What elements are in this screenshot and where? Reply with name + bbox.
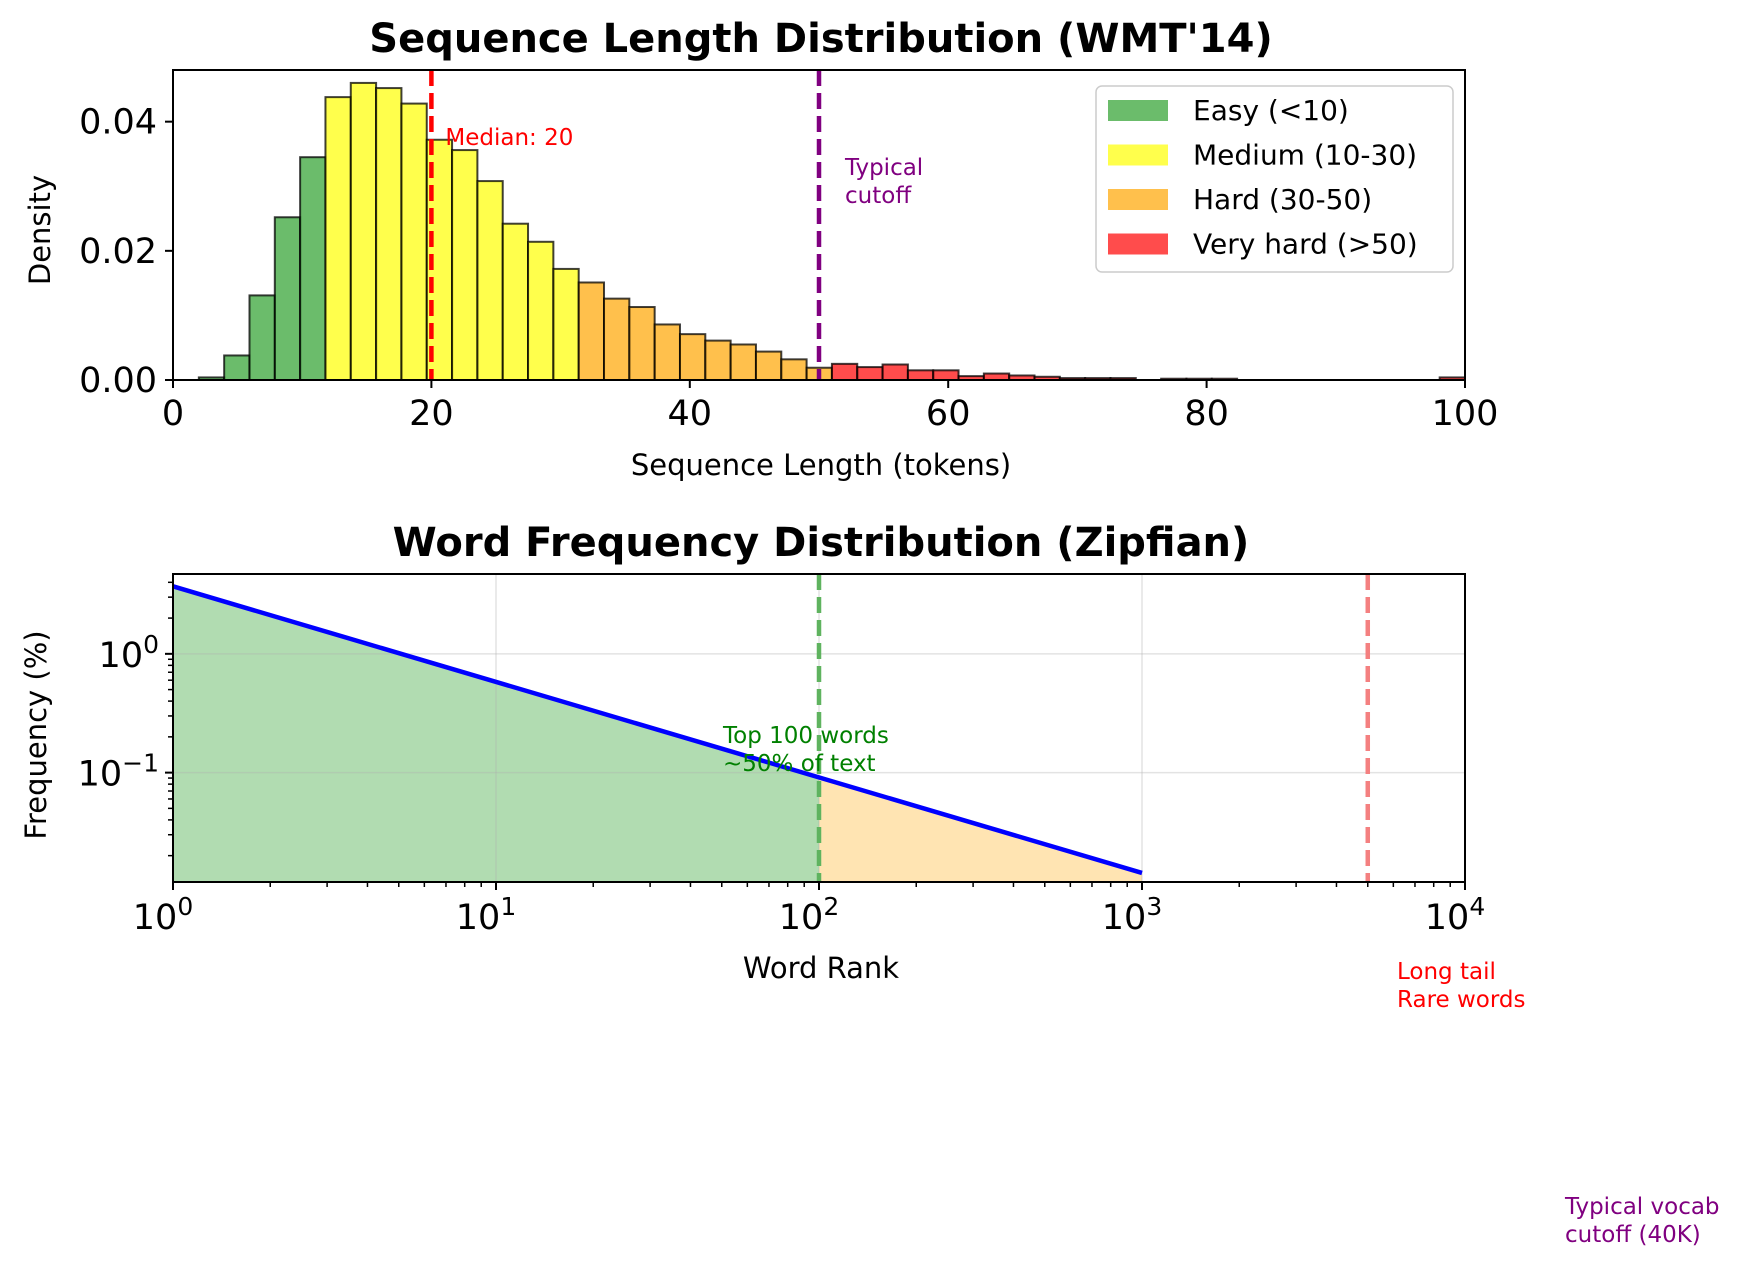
histogram-bar [425,138,454,381]
x-tick-exponent: 4 [1469,892,1485,921]
legend-label: Easy (<10) [1193,94,1349,127]
chart2-series [172,584,1143,876]
histogram-bar [906,369,935,381]
chart2-title: Word Frequency Distribution (Zipfian) [393,520,1250,566]
y-tick-label: 0.02 [79,232,157,272]
histogram-bar [400,102,428,381]
footnote-text: cutoff (40K) [1565,1222,1701,1248]
x-tick-exponent: 1 [500,892,516,921]
legend-frame [1095,85,1454,273]
x-tick-label: 100 [1432,394,1499,434]
x-tick-label: 60 [926,394,971,434]
x-tick-base: 10 [133,898,178,938]
y-tick-label: 0.04 [79,103,157,143]
x-tick-base: 10 [1102,898,1147,938]
histogram-bar [932,369,960,381]
x-tick-label: 0 [162,394,184,434]
histogram-bar [603,297,631,381]
chart2-x-axis-label: Word Rank [743,951,899,985]
x-tick-label: 80 [1184,394,1229,434]
annotation-text: Top 100 words [722,723,889,749]
y-tick-label: 10−1 [78,749,159,795]
annotation-text: Rare words [1397,987,1526,1013]
chart2-reference-lines [816,574,1371,882]
histogram-bar [881,363,909,381]
chart1-title: Sequence Length Distribution (WMT'14) [369,16,1272,62]
word-frequency-chart: Word Frequency Distribution (Zipfian) Wo… [19,520,1720,1248]
zipf-line [172,584,1143,876]
x-tick-label: 104 [1425,892,1485,938]
reference-label: cutoff [845,183,912,209]
x-tick-label: 102 [779,892,839,938]
x-tick-label: 20 [409,394,454,434]
histogram-bar [349,81,378,382]
histogram-bar [704,339,732,381]
histogram-bar [273,216,302,381]
reference-label: Median: 20 [445,125,573,151]
annotation-text: ~50% of text [723,751,876,777]
y-tick-exponent: 0 [143,630,159,659]
x-tick-base: 10 [779,898,824,938]
histogram-bar [501,222,530,381]
y-tick-label: 0.00 [79,361,157,401]
x-tick-exponent: 3 [1146,892,1162,921]
chart1-x-axis-label: Sequence Length (tokens) [631,448,1011,482]
chart1-legend: Easy (<10) Medium (10-30) Hard (30-50) Very… [1095,85,1454,273]
histogram-bar [527,240,555,381]
x-tick-base: 10 [456,898,501,938]
annotation-text: Long tail [1397,959,1496,985]
reference-label: Typical [844,155,923,181]
histogram-bar [324,96,352,381]
chart1-axes: 0 20 40 60 80 100 0.00 0.02 0.04 [79,69,1499,434]
histogram-bar [780,358,808,382]
legend-swatch [1108,100,1168,121]
legend-label: Hard (30-50) [1193,183,1372,216]
y-tick-label: 100 [99,630,159,676]
y-tick-base: 10 [78,755,123,795]
chart1-y-axis-label: Density [23,175,57,285]
histogram-bar [830,362,859,381]
x-tick-exponent: 0 [177,892,193,921]
x-tick-label: 103 [1102,892,1162,938]
legend-swatch [1108,233,1168,255]
histogram-bar [375,87,403,381]
y-tick-base: 10 [99,636,144,676]
x-tick-exponent: 2 [823,892,839,921]
histogram-bar [678,333,707,382]
footnote-text: Typical vocab [1564,1194,1720,1220]
sequence-length-chart: Sequence Length Distribution (WMT'14) Se… [23,16,1498,482]
histogram-bar [223,354,251,382]
legend-label: Very hard (>50) [1193,228,1418,261]
histogram-bar [451,149,479,381]
legend-swatch [1108,144,1168,166]
area-fill [173,586,819,882]
histogram-bar [248,294,276,382]
legend-swatch [1108,189,1168,210]
histogram-bar [628,306,656,382]
histogram-bar [729,343,757,381]
chart2-y-axis-label: Frequency (%) [19,630,53,839]
x-tick-label: 40 [668,394,713,434]
histogram-bar [653,323,681,382]
histogram-bar [577,281,606,381]
histogram-bar [552,267,580,381]
histogram-bar [856,366,884,382]
x-tick-label: 101 [456,892,516,938]
x-tick-label: 100 [133,892,193,938]
x-tick-base: 10 [1425,898,1470,938]
histogram-bar [476,180,504,381]
legend-label: Medium (10-30) [1193,139,1417,172]
chart1-plot-frame [172,69,1466,381]
histogram-bar [299,156,327,381]
y-tick-exponent: −1 [122,749,159,778]
histogram-bar [754,350,783,382]
